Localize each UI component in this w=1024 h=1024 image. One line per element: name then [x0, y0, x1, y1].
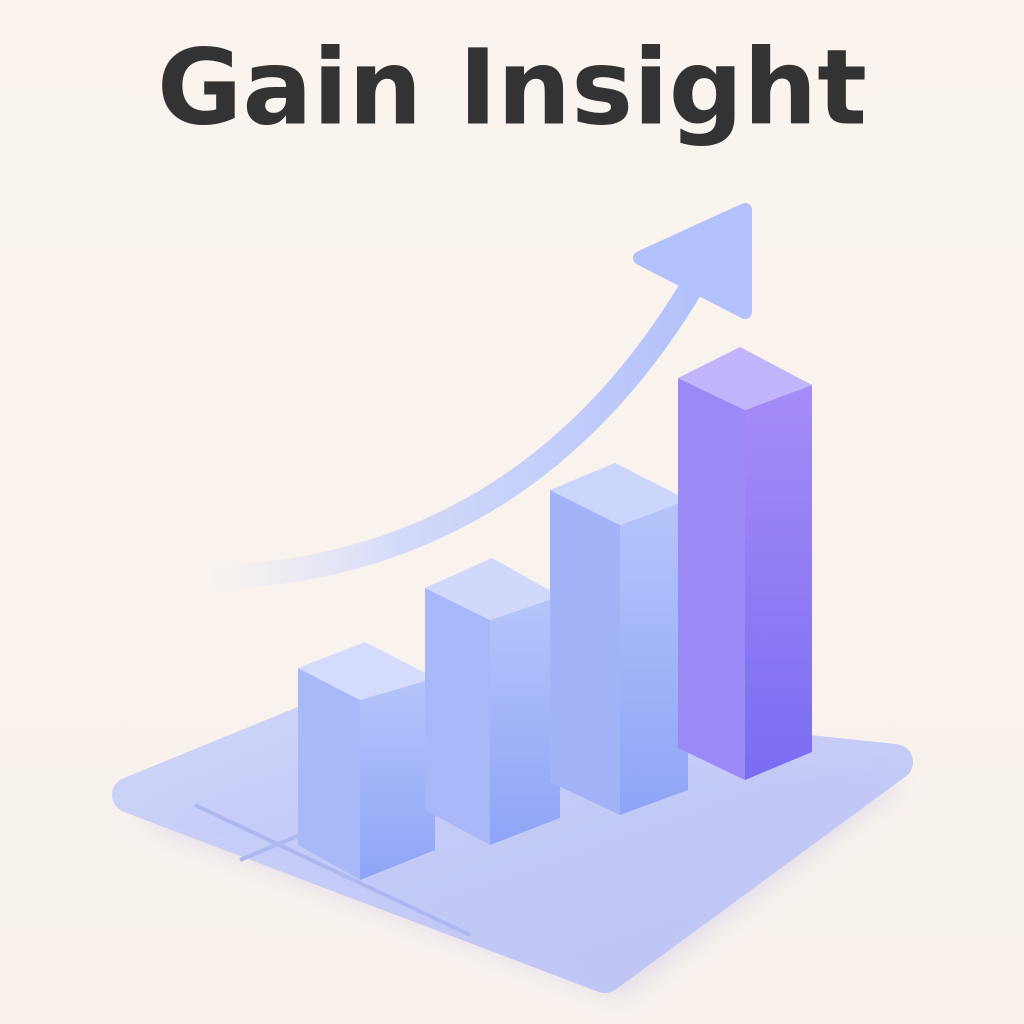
bar	[425, 558, 560, 845]
arrow	[193, 203, 752, 590]
bar	[550, 463, 688, 815]
title: Gain Insight	[157, 26, 867, 148]
bar	[298, 642, 435, 880]
bar	[678, 347, 812, 780]
